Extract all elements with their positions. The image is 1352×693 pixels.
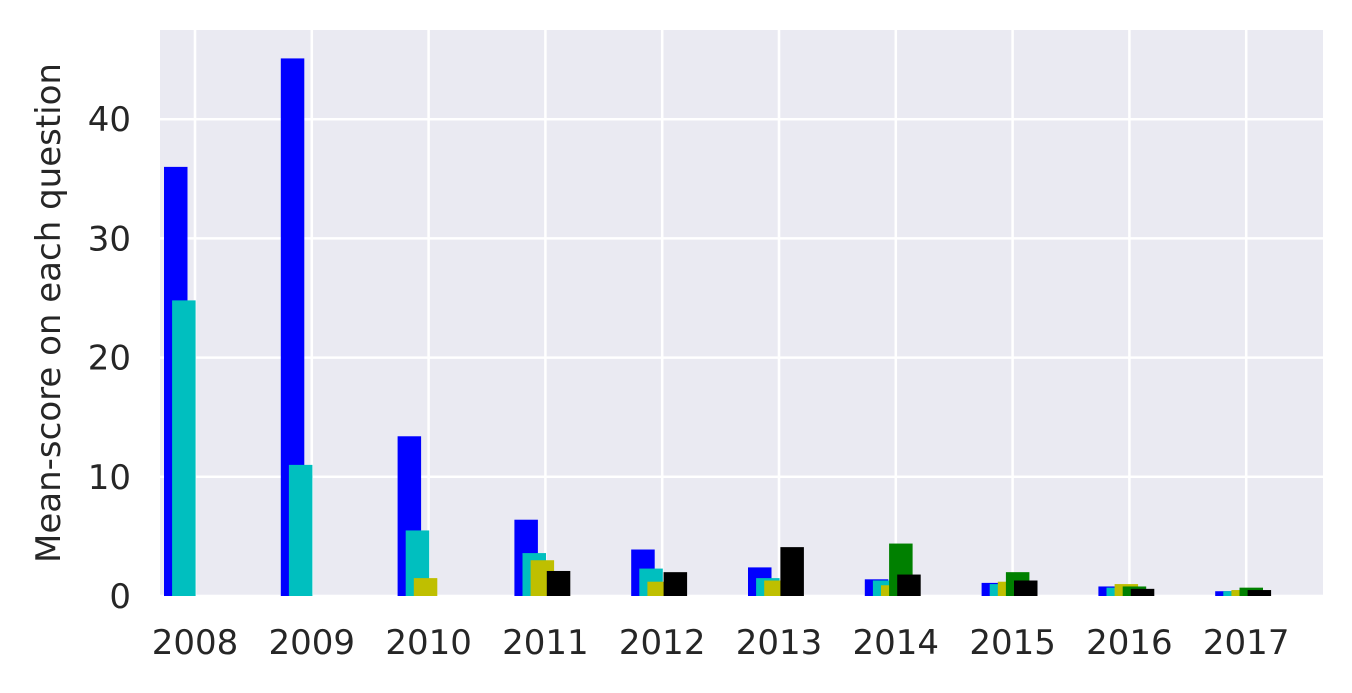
x-tick-label: 2009 <box>269 623 356 663</box>
bar <box>546 570 571 596</box>
y-axis-label: Mean-score on each question <box>29 63 69 563</box>
x-tick-label: 2011 <box>502 623 589 663</box>
x-tick-label: 2013 <box>736 623 823 663</box>
x-tick-label: 2016 <box>1086 623 1173 663</box>
bar <box>1247 590 1272 596</box>
y-tick-label: 20 <box>88 339 131 379</box>
y-tick-label: 30 <box>88 219 131 259</box>
x-tick-label: 2008 <box>152 623 239 663</box>
y-tick-label: 40 <box>88 100 131 140</box>
y-tick-labels: 0 10 20 30 40 <box>88 100 131 617</box>
y-tick-label: 0 <box>109 577 131 617</box>
x-tick-labels: 2008 2009 2010 2011 2012 2013 2014 2015 2016 2017 <box>152 623 1290 663</box>
bar <box>280 58 305 596</box>
bar <box>780 547 804 596</box>
x-tick-label: 2014 <box>853 623 940 663</box>
bar <box>897 574 921 596</box>
x-tick-label: 2010 <box>385 623 472 663</box>
x-tick-label: 2015 <box>969 623 1056 663</box>
bar <box>1014 580 1038 596</box>
x-tick-label: 2017 <box>1203 623 1290 663</box>
bars <box>164 58 1272 596</box>
bar <box>663 572 688 596</box>
bar <box>288 464 313 596</box>
bar <box>1130 588 1155 596</box>
bar <box>413 578 438 596</box>
x-tick-label: 2012 <box>619 623 706 663</box>
y-tick-label: 10 <box>88 458 131 498</box>
bar <box>172 300 196 596</box>
plot-area <box>160 30 1323 596</box>
